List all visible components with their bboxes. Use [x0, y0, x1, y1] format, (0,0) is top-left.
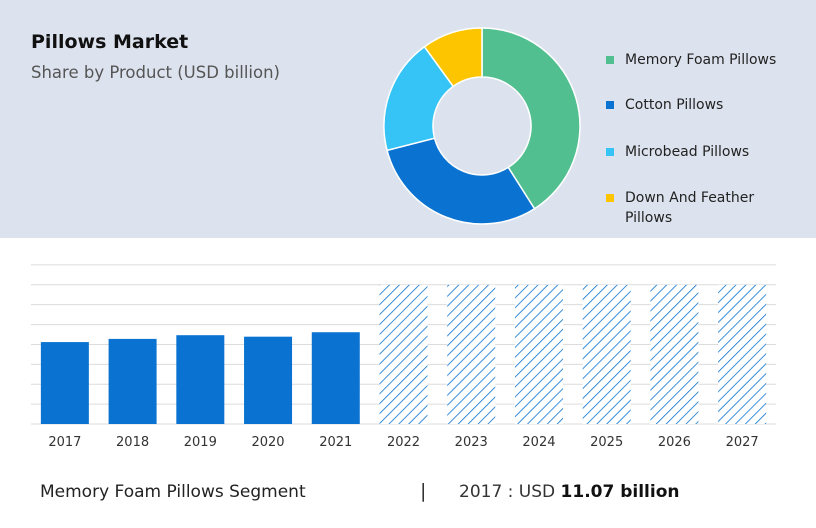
tick-label-2025: 2025: [590, 435, 623, 450]
segment-year-prefix: 2017 : USD: [459, 482, 561, 502]
bar-2019: [176, 335, 225, 424]
bar-2027: [718, 284, 767, 424]
tick-label-2018: 2018: [116, 435, 149, 450]
legend-swatch: [606, 194, 614, 202]
donut-chart: [383, 27, 581, 225]
donut-slice-down-and-feather-pillows: [423, 27, 483, 88]
donut-slice-memory-foam-pillows: [481, 27, 581, 210]
segment-value: 2017 : USD 11.07 billion: [459, 482, 679, 502]
bar-2025: [582, 284, 631, 424]
bar-2026: [650, 284, 699, 424]
bar-2021: [311, 332, 360, 424]
legend-swatch: [606, 56, 614, 64]
tick-label-2027: 2027: [726, 435, 759, 450]
bar-2024: [514, 284, 563, 424]
legend-label: Memory Foam Pillows: [625, 52, 777, 68]
bar-2018: [108, 338, 157, 424]
tick-label-2017: 2017: [48, 435, 81, 450]
legend-swatch: [606, 101, 614, 109]
tick-label-2021: 2021: [319, 435, 352, 450]
segment-value-amount: 11.07 billion: [560, 482, 680, 502]
chart-subtitle: Share by Product (USD billion): [31, 63, 280, 82]
legend-label: Down And Feather Pillows: [625, 190, 755, 226]
chart-title: Pillows Market: [31, 31, 189, 53]
donut-slice-cotton-pillows: [386, 137, 536, 225]
legend-label: Cotton Pillows: [625, 97, 724, 113]
bar-2017: [40, 342, 89, 424]
tick-label-2023: 2023: [455, 435, 488, 450]
tick-label-2020: 2020: [251, 435, 284, 450]
tick-label-2024: 2024: [522, 435, 555, 450]
tick-label-2026: 2026: [658, 435, 691, 450]
tick-label-2019: 2019: [184, 435, 217, 450]
bar-2022: [379, 284, 428, 424]
legend-swatch: [606, 148, 614, 156]
bar-2023: [447, 284, 496, 424]
legend-label: Microbead Pillows: [625, 144, 750, 160]
footer-separator: |: [420, 480, 427, 502]
tick-label-2022: 2022: [387, 435, 420, 450]
bar-2020: [244, 336, 293, 424]
bar-chart: 2017 2018 2019 2020 2021 2022 2023 2024 2025 2026…: [31, 264, 776, 450]
segment-label: Memory Foam Pillows Segment: [40, 482, 306, 502]
